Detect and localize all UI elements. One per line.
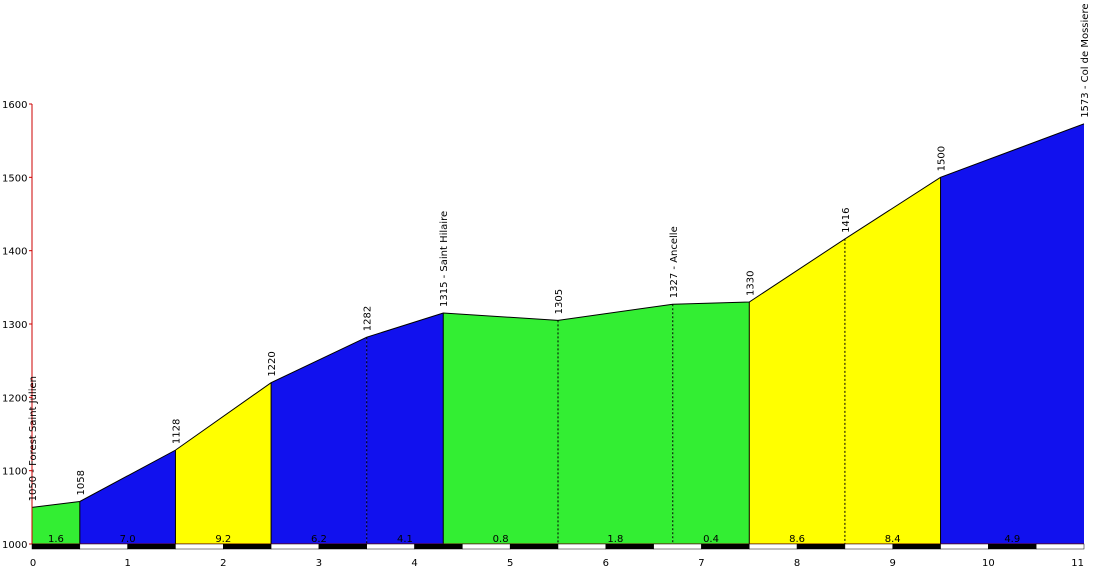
grade-label-5: 4.1 [397,534,413,545]
point-label-8: 1327 - Ancelle [669,226,680,298]
segment-fill-7 [558,304,673,544]
x-tick-label-11: 10 [982,558,995,569]
profile-outline [31,123,1085,508]
segment-fill-3 [175,382,272,544]
y-tick-label-3: 1200 [2,393,27,404]
point-label-2: 1058 [76,470,87,495]
segment-fill-10 [844,177,941,545]
grade-label-8: 0.4 [703,534,719,545]
scale-block-14 [653,543,702,550]
grade-label-4: 6.2 [311,534,327,545]
point-label-7: 1305 [554,289,565,314]
x-tick-label-3: 2 [220,558,226,569]
segment-fill-5 [366,313,444,544]
scale-block-20 [940,543,989,550]
segment-fill-1 [32,501,80,544]
scale-block-12 [557,543,607,550]
y-tick-label-4: 1300 [2,320,27,331]
distance-scale-bar [31,543,1085,550]
x-tick-label-5: 4 [411,558,417,569]
y-tick-label-6: 1500 [2,173,27,184]
y-tick-label-5: 1400 [2,247,27,258]
point-label-4: 1220 [267,351,278,376]
point-label-12: 1573 - Col de Mossiere [1080,4,1091,118]
y-tick-label-2: 1100 [2,467,27,478]
grade-label-2: 7.0 [120,534,136,545]
grade-label-9: 8.6 [789,534,805,545]
x-tick-label-7: 6 [603,558,609,569]
point-label-6: 1315 - Saint Hilaire [439,211,450,307]
point-label-10: 1416 [841,207,852,232]
x-tick-label-1: 0 [30,558,36,569]
segment-fill-2 [79,450,176,544]
x-tick-label-9: 8 [794,558,800,569]
x-tick-labels: 0 1 2 3 4 5 6 7 8 9 10 11 [30,558,1084,569]
segment-fill-8 [672,302,750,544]
segment-fill-4 [271,337,367,544]
scale-block-22 [1035,543,1085,550]
point-label-9: 1330 [745,271,756,296]
grade-label-3: 9.2 [215,534,231,545]
x-tick-label-4: 3 [316,558,322,569]
x-tick-label-12: 11 [1071,558,1084,569]
point-label-5: 1282 [363,306,374,331]
grade-label-6: 0.8 [493,534,509,545]
segment-dividers [79,177,942,544]
segment-fill-11 [940,123,1084,545]
x-tick-label-6: 5 [507,558,513,569]
segment-fill-6 [443,313,558,544]
x-tick-label-10: 9 [890,558,896,569]
grade-label-1: 1.6 [48,534,64,545]
grade-label-11: 4.9 [1004,534,1020,545]
segment-fill-9 [749,238,845,544]
grade-label-7: 1.8 [607,534,623,545]
scale-block-9 [414,543,463,550]
segment-fills [32,123,1084,545]
x-tick-label-2: 1 [124,558,130,569]
point-label-1: 1050 - Forest Saint Julien [28,376,39,501]
profile-line [31,123,1085,508]
x-tick-label-8: 7 [698,558,704,569]
point-label-3: 1128 [171,419,182,444]
scale-block-11 [509,543,559,550]
y-tick-label-7: 1600 [2,100,27,111]
y-tick-labels: 1000 1100 1200 1300 1400 1500 1600 [2,100,27,551]
y-tick-label-1: 1000 [2,540,27,551]
point-labels: 1050 - Forest Saint Julien 1058 1128 1220 12… [28,4,1091,502]
grade-label-10: 8.4 [885,534,901,545]
grade-labels: 1.6 7.0 9.2 6.2 4.1 0.8 1.8 0.4 8.6 8.4 4.9 [48,534,1020,545]
point-label-11: 1500 [937,146,948,171]
